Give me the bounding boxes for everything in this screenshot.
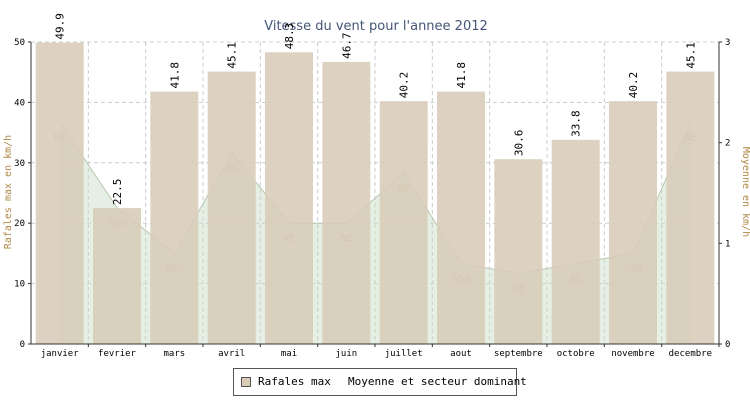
axes: 0 10 20 30 40 50 0 1 2 3 janvier fevrier mars avril ma… (14, 38, 730, 359)
legend-label-rafales: Rafales max (258, 375, 331, 388)
x-tick-label: septembre (494, 349, 543, 359)
legend-swatch-rafales (241, 377, 251, 387)
bar-value-label: 40.2 (398, 72, 411, 99)
bar (93, 208, 141, 344)
y2-tick-label: 0 (725, 340, 730, 350)
x-tick-label: janvier (41, 349, 80, 359)
y-tick-label: 0 (20, 340, 25, 350)
bar-value-label: 41.8 (168, 62, 181, 89)
y2-axis-label: Moyenne en km/h (740, 147, 750, 237)
y-tick-label: 30 (14, 159, 25, 169)
x-tick-label: fevrier (98, 349, 137, 359)
bar (379, 101, 428, 344)
bar (35, 42, 84, 344)
bar (437, 91, 485, 344)
bar-value-label: 45.1 (684, 42, 697, 69)
bar-series: 49.9 22.5 41.8 45.1 48.3 46.7 40.2 41.8 30.6 33.8… (35, 13, 715, 344)
y2-tick-label: 1 (725, 239, 730, 249)
y-axis-label: Rafales max en km/h (3, 135, 14, 249)
x-tick-label: juin (335, 349, 357, 359)
bar-value-label: 41.8 (455, 62, 468, 89)
bar (666, 71, 715, 344)
y2-tick-label: 2 (725, 139, 730, 149)
bar-value-label: 49.9 (54, 13, 67, 40)
bar-value-label: 30.6 (512, 130, 525, 157)
bar-value-label: 40.2 (627, 72, 640, 99)
bar (265, 52, 313, 344)
y2-tick-label: 3 (725, 38, 730, 48)
y-tick-label: 50 (14, 38, 25, 48)
chart-title: Vitesse du vent pour l'annee 2012 (264, 19, 488, 34)
x-tick-label: decembre (669, 349, 712, 359)
bar (150, 91, 199, 344)
bar-value-label: 22.5 (111, 179, 124, 206)
bar (609, 101, 657, 344)
x-tick-label: aout (450, 349, 472, 359)
y-tick-label: 20 (14, 219, 25, 229)
legend: Rafales max Moyenne et secteur dominant (233, 368, 527, 396)
bar-value-label: 33.8 (570, 110, 583, 137)
y-tick-label: 10 (14, 280, 25, 290)
x-tick-label: novembre (611, 349, 654, 359)
bar (551, 139, 600, 344)
bar (322, 61, 371, 344)
x-tick-label: mai (281, 349, 297, 359)
bar-value-label: 48.3 (283, 23, 296, 50)
x-tick-label: juillet (385, 349, 423, 359)
legend-label-moyenne: Moyenne et secteur dominant (348, 375, 527, 388)
x-tick-label: octobre (557, 349, 595, 359)
bar-value-label: 46.7 (340, 32, 353, 59)
x-tick-label: avril (218, 349, 245, 359)
bar (494, 159, 543, 344)
bar-value-label: 45.1 (226, 42, 239, 69)
y-tick-label: 40 (14, 98, 25, 108)
x-tick-label: mars (163, 349, 185, 359)
bar (207, 71, 256, 344)
